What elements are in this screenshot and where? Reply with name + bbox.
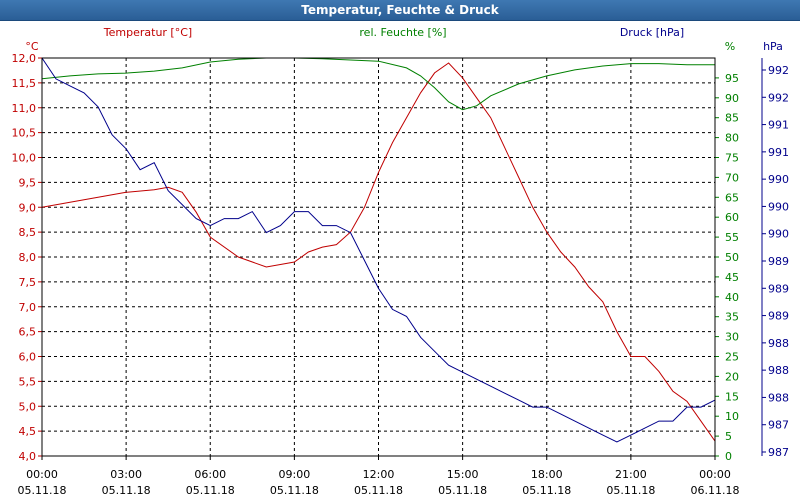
humidity-tick-label: 85 — [725, 112, 739, 125]
humidity-tick-label: 0 — [725, 450, 732, 463]
x-tick-label-date: 05.11.18 — [522, 484, 571, 497]
x-tick-label-date: 05.11.18 — [102, 484, 151, 497]
temperature-tick-label: 12,0 — [12, 52, 37, 65]
humidity-tick-label: 40 — [725, 291, 739, 304]
pressure-axis-header: Druck [hPa] — [620, 26, 684, 39]
pressure-tick-label: 991 — [768, 119, 789, 132]
humidity-tick-label: 20 — [725, 370, 739, 383]
temperature-unit-label: °C — [25, 40, 39, 53]
x-tick-label-date: 06.11.18 — [691, 484, 740, 497]
x-tick-label-date: 05.11.18 — [270, 484, 319, 497]
temperature-tick-label: 4,0 — [19, 450, 37, 463]
pressure-tick-label: 987 — [768, 419, 789, 432]
humidity-tick-label: 30 — [725, 331, 739, 344]
pressure-tick-label: 989 — [768, 310, 789, 323]
humidity-tick-label: 25 — [725, 351, 739, 364]
x-tick-label-time: 15:00 — [447, 468, 479, 481]
x-tick-label-time: 12:00 — [363, 468, 395, 481]
temperature-tick-label: 6,0 — [19, 351, 37, 364]
x-tick-label-date: 05.11.18 — [18, 484, 67, 497]
pressure-tick-label: 990 — [768, 173, 789, 186]
temperature-tick-label: 5,0 — [19, 400, 37, 413]
temperature-tick-label: 11,5 — [12, 77, 37, 90]
temperature-tick-label: 10,0 — [12, 152, 37, 165]
x-tick-label-time: 03:00 — [110, 468, 142, 481]
temperature-tick-label: 9,5 — [19, 176, 37, 189]
pressure-tick-label: 987 — [768, 446, 789, 459]
temperature-axis-header: Temperatur [°C] — [103, 26, 192, 39]
temperature-tick-label: 8,0 — [19, 251, 37, 264]
plot-frame — [41, 57, 716, 457]
humidity-tick-label: 70 — [725, 171, 739, 184]
chart-title: Temperatur, Feuchte & Druck — [301, 3, 499, 17]
x-tick-label-time: 00:00 — [699, 468, 731, 481]
humidity-tick-label: 45 — [725, 271, 739, 284]
temperature-tick-label: 4,5 — [19, 425, 37, 438]
x-tick-label-date: 05.11.18 — [354, 484, 403, 497]
pressure-tick-label: 989 — [768, 255, 789, 268]
humidity-tick-label: 65 — [725, 191, 739, 204]
humidity-axis-header: rel. Feuchte [%] — [359, 26, 446, 39]
humidity-tick-label: 80 — [725, 132, 739, 145]
temperature-tick-label: 9,0 — [19, 201, 37, 214]
humidity-tick-label: 95 — [725, 72, 739, 85]
pressure-tick-label: 990 — [768, 200, 789, 213]
pressure-tick-label: 992 — [768, 64, 789, 77]
pressure-line — [42, 57, 715, 443]
title-bar: Temperatur, Feuchte & Druck — [0, 0, 800, 21]
x-tick-label-time: 06:00 — [194, 468, 226, 481]
pressure-tick-label: 991 — [768, 146, 789, 159]
temperature-tick-label: 11,0 — [12, 102, 37, 115]
x-tick-label-time: 00:00 — [26, 468, 58, 481]
temperature-tick-label: 7,5 — [19, 276, 37, 289]
humidity-tick-label: 55 — [725, 231, 739, 244]
temperature-tick-label: 8,5 — [19, 226, 37, 239]
pressure-tick-label: 988 — [768, 337, 789, 350]
pressure-tick-label: 988 — [768, 364, 789, 377]
humidity-tick-label: 75 — [725, 152, 739, 165]
temperature-tick-label: 10,5 — [12, 127, 37, 140]
pressure-tick-label: 990 — [768, 228, 789, 241]
x-tick-label-time: 18:00 — [531, 468, 563, 481]
humidity-tick-label: 60 — [725, 211, 739, 224]
pressure-tick-label: 992 — [768, 91, 789, 104]
humidity-tick-label: 90 — [725, 92, 739, 105]
humidity-tick-label: 50 — [725, 251, 739, 264]
humidity-tick-label: 10 — [725, 410, 739, 423]
pressure-tick-label: 989 — [768, 282, 789, 295]
pressure-unit-label: hPa — [763, 40, 783, 53]
humidity-unit-label: % — [725, 40, 735, 53]
temperature-tick-label: 7,0 — [19, 301, 37, 314]
temperature-tick-label: 6,5 — [19, 326, 37, 339]
x-tick-label-time: 21:00 — [615, 468, 647, 481]
humidity-tick-label: 35 — [725, 311, 739, 324]
x-tick-label-date: 05.11.18 — [438, 484, 487, 497]
humidity-tick-label: 5 — [725, 430, 732, 443]
x-tick-label-date: 05.11.18 — [606, 484, 655, 497]
temperature-line — [42, 62, 715, 442]
humidity-tick-label: 15 — [725, 390, 739, 403]
temperature-tick-label: 5,5 — [19, 375, 37, 388]
pressure-tick-label: 988 — [768, 391, 789, 404]
x-tick-label-date: 05.11.18 — [186, 484, 235, 497]
x-tick-label-time: 09:00 — [279, 468, 311, 481]
humidity-line — [42, 57, 715, 111]
